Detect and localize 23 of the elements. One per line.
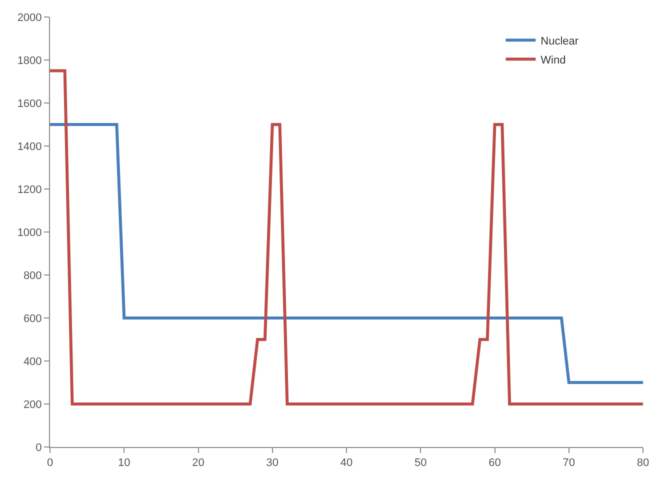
y-tick-label: 1800 <box>17 54 42 67</box>
x-tick-label: 0 <box>46 457 54 470</box>
y-tick-label: 0 <box>36 442 42 454</box>
y-tick-label: 800 <box>23 270 42 282</box>
y-tick-label: 1600 <box>17 98 42 110</box>
legend-label: Nuclear <box>540 35 579 48</box>
x-tick-label: 20 <box>192 457 204 470</box>
y-tick-label: 2000 <box>17 12 42 24</box>
y-tick-label: 1400 <box>17 140 42 153</box>
legend-label: Wind <box>540 54 566 66</box>
x-tick-label: 60 <box>488 457 501 470</box>
x-tick-label: 50 <box>414 457 427 470</box>
y-tick-label: 600 <box>23 312 42 325</box>
x-tick-label: 70 <box>562 457 576 470</box>
y-tick-label: 400 <box>23 356 42 368</box>
x-tick-label: 40 <box>340 457 353 470</box>
x-tick-label: 10 <box>118 457 130 470</box>
line-series <box>50 69 643 406</box>
y-tick-label: 1200 <box>17 184 42 196</box>
y-tick-label: 1000 <box>17 226 42 239</box>
y-tick-label: 200 <box>23 398 42 411</box>
x-tick-label: 80 <box>636 457 650 470</box>
x-tick-label: 30 <box>266 457 279 470</box>
